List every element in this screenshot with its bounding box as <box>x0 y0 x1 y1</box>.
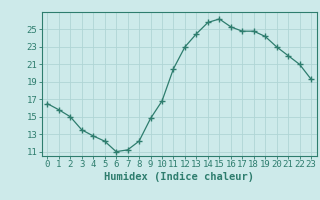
X-axis label: Humidex (Indice chaleur): Humidex (Indice chaleur) <box>104 172 254 182</box>
